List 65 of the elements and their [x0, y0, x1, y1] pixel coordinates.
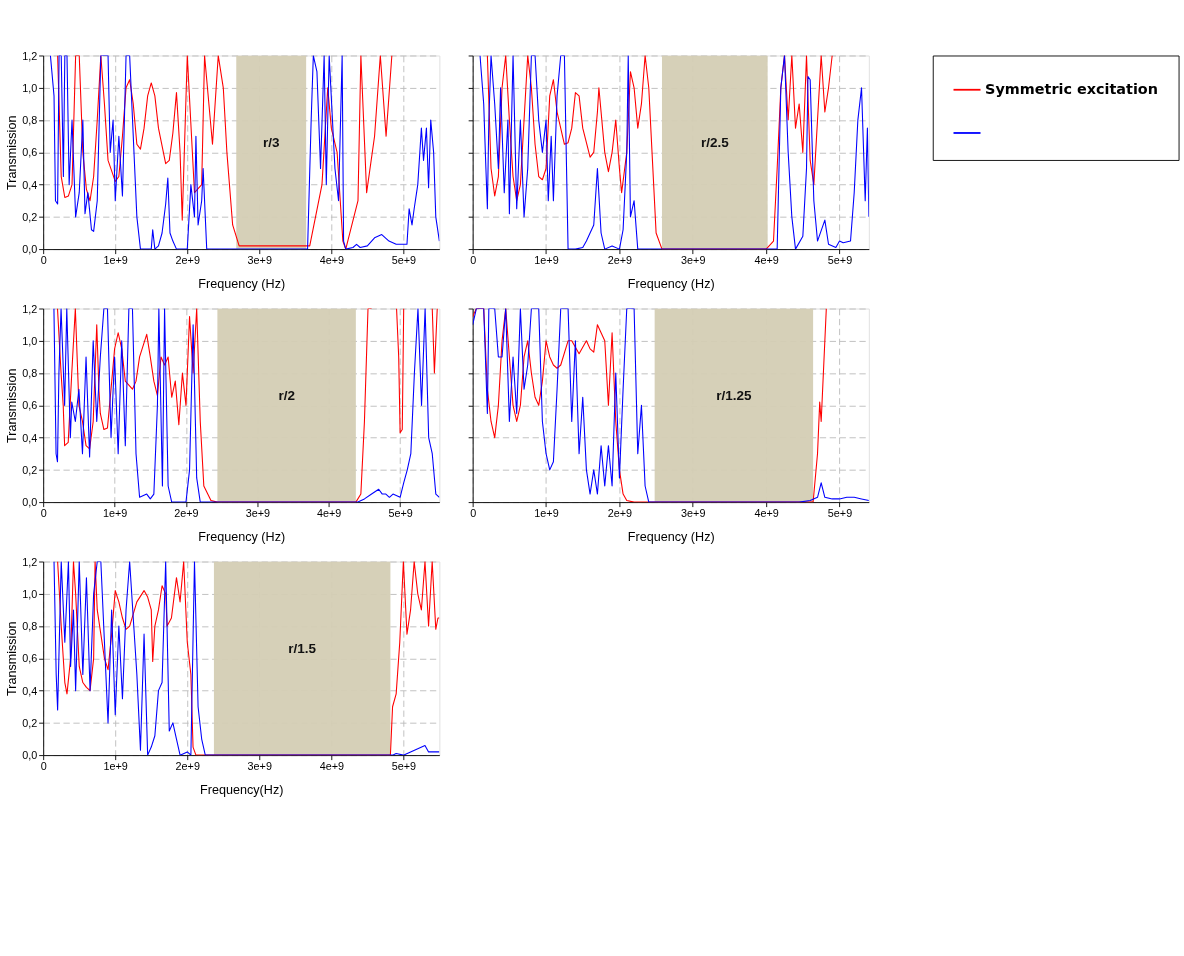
y-tick-label: 0,8 [22, 620, 38, 633]
band-label: r/3 [262, 135, 280, 151]
x-tick-label: 2e+9 [174, 506, 199, 519]
x-tick-label: 5e+9 [827, 253, 853, 266]
x-axis-title: Frequency (Hz) [198, 277, 286, 292]
x-tick-label: 2e+9 [607, 506, 633, 519]
x-tick-label: 4e+9 [319, 760, 344, 772]
x-tick-label: 2e+9 [607, 253, 633, 266]
y-tick-label: 0,4 [22, 431, 38, 444]
x-tick-label: 3e+9 [681, 253, 706, 266]
y-tick-label: 1,0 [22, 587, 38, 600]
x-tick-label: 4e+9 [754, 506, 779, 519]
y-tick-label: 1,2 [22, 555, 38, 568]
y-tick-label: 0,6 [22, 652, 38, 665]
x-tick-label: 5e+9 [391, 253, 416, 266]
y-tick-label: 1,2 [22, 49, 38, 62]
x-axis-title: Frequency(Hz) [200, 783, 284, 798]
y-tick-label: 1,0 [22, 334, 38, 347]
x-tick-label: 1e+9 [534, 253, 559, 266]
band-label: r/1.25 [716, 388, 753, 404]
band-label: r/2 [278, 388, 295, 404]
y-tick-label: 0,2 [22, 463, 38, 476]
x-tick-label: 0 [470, 506, 477, 519]
y-tick-label: 0,8 [22, 114, 38, 127]
x-tick-label: 5e+9 [388, 506, 413, 519]
x-tick-label: 5e+9 [391, 760, 416, 772]
y-tick-label: 0,6 [22, 399, 38, 412]
y-tick-label: 0,2 [22, 716, 38, 729]
x-tick-label: 3e+9 [247, 760, 272, 772]
x-tick-label: 3e+9 [247, 253, 272, 266]
x-tick-label: 4e+9 [319, 253, 344, 266]
x-axis-title: Frequency (Hz) [198, 530, 286, 545]
x-tick-label: 4e+9 [317, 506, 342, 519]
x-axis-title: Frequency (Hz) [627, 530, 715, 545]
y-tick-label: 0,6 [22, 146, 38, 159]
y-tick-label: 0,2 [22, 210, 38, 223]
band-label: r/1.5 [288, 641, 317, 657]
x-tick-label: 1e+9 [102, 506, 128, 519]
x-tick-label: 0 [40, 506, 47, 519]
x-tick-label: 0 [40, 760, 47, 772]
y-axis-title: Transmission [5, 368, 20, 443]
y-axis-title: Transmission [5, 621, 20, 697]
x-tick-label: 5e+9 [827, 506, 853, 519]
y-tick-label: 0,0 [22, 749, 38, 762]
y-tick-label: 1,2 [22, 302, 38, 315]
x-tick-label: 2e+9 [175, 760, 200, 772]
x-tick-label: 2e+9 [175, 253, 200, 266]
x-tick-label: 3e+9 [681, 506, 706, 519]
y-tick-label: 0,8 [22, 367, 38, 380]
band-label: r/2.5 [700, 135, 730, 151]
y-tick-label: 0,0 [22, 496, 38, 509]
x-tick-label: 0 [470, 253, 477, 266]
x-tick-label: 3e+9 [245, 506, 270, 519]
y-tick-label: 0,4 [22, 684, 38, 697]
x-tick-label: 1e+9 [103, 253, 128, 266]
x-tick-label: 1e+9 [534, 506, 559, 519]
x-axis-title: Frequency (Hz) [627, 277, 715, 292]
y-tick-label: 0,0 [22, 243, 38, 256]
y-tick-label: 0,4 [22, 178, 38, 191]
x-tick-label: 0 [40, 253, 47, 266]
y-axis-title: Transmission [5, 115, 20, 190]
x-tick-label: 1e+9 [103, 760, 128, 772]
legend-label: Symmetric excitation [985, 81, 1158, 98]
y-tick-label: 1,0 [22, 81, 38, 94]
x-tick-label: 4e+9 [754, 253, 779, 266]
